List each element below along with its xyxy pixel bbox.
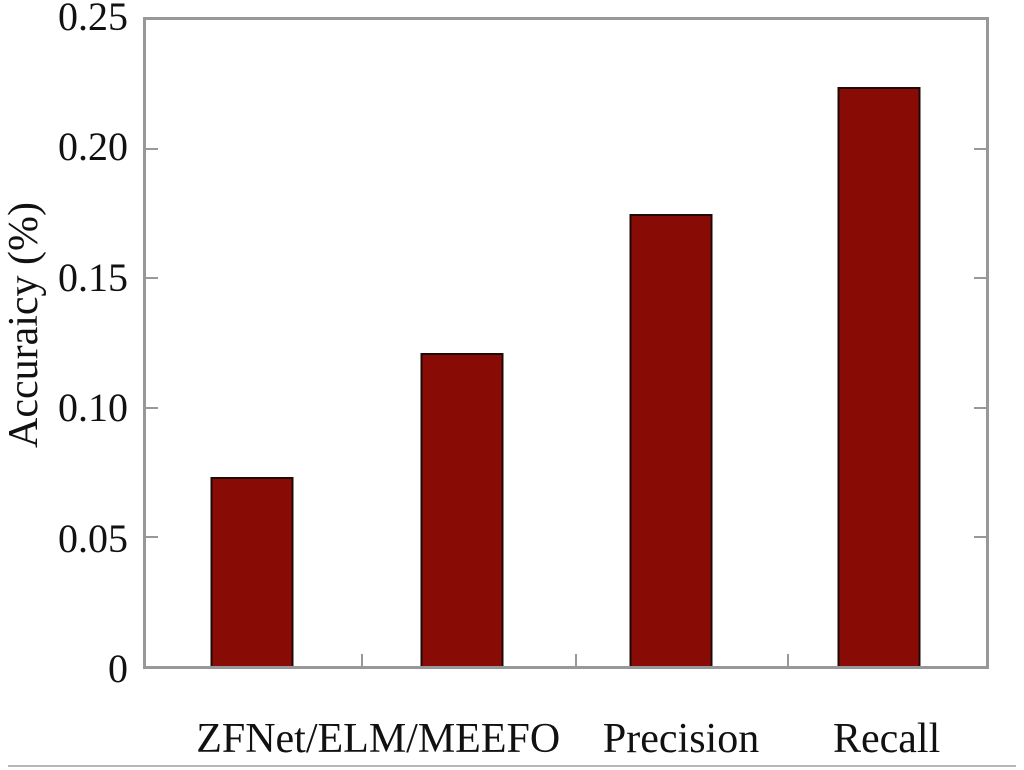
plot-area bbox=[143, 17, 989, 669]
y-tick bbox=[974, 277, 986, 280]
y-tick-label: 0 bbox=[108, 646, 128, 691]
bar bbox=[629, 213, 713, 666]
y-tick bbox=[146, 535, 158, 538]
y-tick bbox=[974, 535, 986, 538]
y-tick bbox=[974, 148, 986, 151]
x-axis-category-label: Recall bbox=[832, 716, 941, 762]
bar bbox=[210, 477, 294, 666]
y-tick bbox=[974, 406, 986, 409]
x-axis-category-label: ZFNet/ELM/MEEFO bbox=[196, 716, 561, 762]
x-tick bbox=[575, 654, 578, 666]
y-tick-label: 0.20 bbox=[58, 124, 128, 170]
x-tick bbox=[360, 654, 363, 666]
y-tick-label: 0.10 bbox=[58, 385, 128, 431]
y-tick bbox=[146, 406, 158, 409]
figure-bottom-edge-line bbox=[8, 765, 1016, 767]
x-tick bbox=[786, 654, 789, 666]
y-tick-label: 0.25 bbox=[58, 0, 128, 39]
y-tick bbox=[146, 277, 158, 280]
x-axis-category-label: Precision bbox=[602, 716, 760, 762]
y-tick-label: 0.05 bbox=[58, 515, 128, 561]
bar bbox=[837, 87, 921, 666]
y-tick bbox=[146, 148, 158, 151]
y-tick-label: 0.15 bbox=[58, 254, 128, 300]
bar bbox=[420, 353, 504, 666]
